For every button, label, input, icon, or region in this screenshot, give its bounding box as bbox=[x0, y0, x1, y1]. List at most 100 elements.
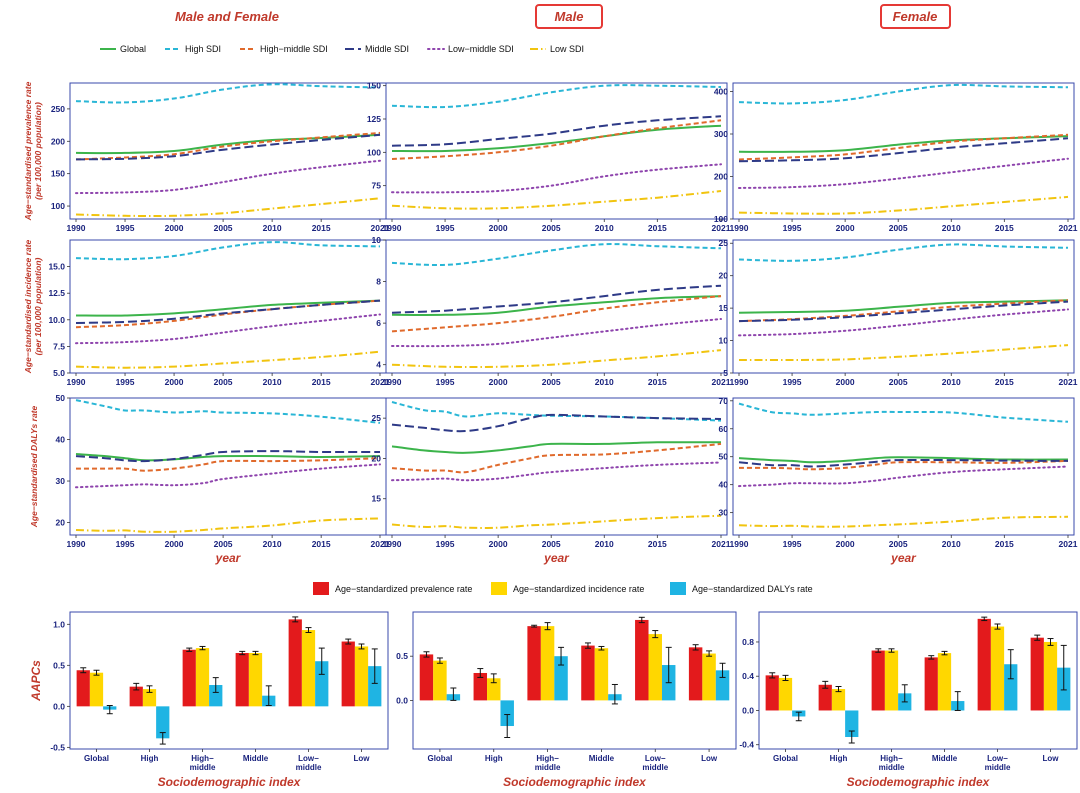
category-label: Middle bbox=[589, 754, 615, 763]
y-tick-label: 0.8 bbox=[742, 637, 754, 647]
bar-panel-c0: -0.5 0.0 0.5 1.0 Global High High− middle Middle… bbox=[29, 611, 389, 789]
bar-age-standardized-incidence-rate bbox=[778, 677, 793, 711]
bar-age-standardized-dalys-rate bbox=[845, 710, 859, 738]
category-label: Low bbox=[354, 754, 371, 763]
series-line-low-sdi bbox=[75, 197, 381, 218]
series-line-high-sdi bbox=[75, 241, 381, 261]
series-line-low-sdi bbox=[75, 350, 381, 369]
y-tick-label: 20 bbox=[56, 518, 66, 528]
column-title-male-female: Male and Female bbox=[175, 9, 279, 24]
y-tick-label: 8 bbox=[376, 277, 381, 287]
bar-age-standardized-incidence-rate bbox=[990, 626, 1005, 711]
series-line-high-middle-sdi bbox=[738, 459, 1069, 471]
y-tick-label: 75 bbox=[372, 181, 382, 191]
x-tick-label: 2005 bbox=[214, 539, 233, 549]
y-tick-label: 1.0 bbox=[53, 619, 65, 629]
y-tick-label: 0.4 bbox=[742, 671, 754, 681]
series-line-middle-sdi bbox=[738, 137, 1069, 163]
x-tick-label: 1990 bbox=[730, 539, 749, 549]
series-line-global bbox=[738, 456, 1069, 464]
x-axis-label: year bbox=[215, 551, 242, 565]
category-label: Middle bbox=[243, 754, 269, 763]
category-label: High bbox=[485, 754, 503, 763]
x-tick-label: 2010 bbox=[263, 539, 282, 549]
line-panel-r0-c2: 100 200 300 400 1990 1995 2000 2005 2010 2015 2021 bbox=[714, 82, 1078, 233]
bar-age-standardized-incidence-rate bbox=[89, 672, 104, 707]
x-tick-label: 2010 bbox=[595, 223, 614, 233]
series-line-global bbox=[75, 453, 381, 462]
bar-age-standardized-dalys-rate bbox=[500, 700, 514, 727]
series-line-low-sdi bbox=[738, 515, 1069, 528]
bar-age-standardized-incidence-rate bbox=[1043, 641, 1058, 711]
x-tick-label: 2021 bbox=[1059, 377, 1078, 387]
series-line-low-middle-sdi bbox=[738, 157, 1069, 189]
y-tick-label: 150 bbox=[367, 81, 381, 91]
series-line-low-sdi bbox=[391, 514, 722, 529]
y-axis-label: Age−standardised prevalence rate(per 100… bbox=[23, 81, 43, 221]
x-tick-label: 1995 bbox=[436, 223, 455, 233]
legend-item-high-middle-sdi: High−middle SDI bbox=[240, 44, 328, 54]
category-label: High bbox=[141, 754, 159, 763]
bar-age-standardized-prevalence-rate bbox=[76, 670, 90, 707]
bar-age-standardized-incidence-rate bbox=[937, 653, 952, 711]
bar-panel-c2: -0.4 0.0 0.4 0.8 Global High High− middle Middle… bbox=[739, 611, 1078, 789]
bar-age-standardized-prevalence-rate bbox=[341, 641, 355, 707]
x-tick-label: 2015 bbox=[995, 223, 1014, 233]
x-tick-label: 2015 bbox=[312, 539, 331, 549]
bar-age-standardized-incidence-rate bbox=[195, 648, 210, 707]
x-tick-label: 1995 bbox=[116, 539, 135, 549]
y-tick-label: 15 bbox=[372, 494, 382, 504]
bar-age-standardized-prevalence-rate bbox=[419, 654, 434, 701]
x-tick-label: 1990 bbox=[67, 539, 86, 549]
series-line-high-middle-sdi bbox=[738, 133, 1069, 161]
series-line-low-sdi bbox=[75, 517, 381, 533]
category-label: High− middle bbox=[879, 754, 905, 772]
legend-item-low-middle-sdi: Low−middle SDI bbox=[427, 44, 514, 54]
x-tick-label: 1995 bbox=[783, 223, 802, 233]
panel-frame bbox=[758, 611, 1078, 750]
series-line-global bbox=[75, 299, 381, 317]
series-line-low-middle-sdi bbox=[391, 318, 722, 348]
series-line-high-middle-sdi bbox=[75, 299, 381, 329]
category-label: Low− middle bbox=[985, 754, 1011, 772]
category-label: Low bbox=[701, 754, 718, 763]
y-tick-label: 25 bbox=[719, 238, 729, 248]
series-line-global bbox=[738, 299, 1069, 314]
series-line-high-sdi bbox=[738, 243, 1069, 262]
bar-age-standardized-incidence-rate bbox=[540, 626, 555, 701]
bar-age-standardized-prevalence-rate bbox=[581, 645, 595, 701]
y-tick-label: -0.4 bbox=[739, 740, 754, 750]
x-tick-label: 2005 bbox=[889, 539, 908, 549]
bar-legend-swatch bbox=[313, 582, 329, 595]
y-tick-label: 20 bbox=[372, 453, 382, 463]
x-tick-label: 1990 bbox=[383, 223, 402, 233]
series-line-middle-sdi bbox=[391, 284, 722, 314]
series-line-low-sdi bbox=[738, 344, 1069, 362]
x-tick-label: 2000 bbox=[836, 539, 855, 549]
series-line-middle-sdi bbox=[75, 133, 381, 161]
y-tick-label: 30 bbox=[719, 508, 729, 518]
x-tick-label: 2010 bbox=[595, 539, 614, 549]
y-tick-label: 10.0 bbox=[48, 315, 65, 325]
bar-legend-swatch bbox=[670, 582, 686, 595]
x-tick-label: 2005 bbox=[542, 223, 561, 233]
bar-age-standardized-prevalence-rate bbox=[473, 672, 488, 701]
x-tick-label: 2010 bbox=[942, 539, 961, 549]
legend-item-low-sdi: Low SDI bbox=[530, 44, 584, 54]
x-tick-label: 2015 bbox=[648, 223, 667, 233]
series-line-high-sdi bbox=[391, 243, 722, 267]
x-tick-label: 2005 bbox=[542, 377, 561, 387]
x-tick-label: 2000 bbox=[165, 539, 184, 549]
bar-age-standardized-dalys-rate bbox=[315, 661, 329, 707]
x-tick-label: 1990 bbox=[383, 539, 402, 549]
y-tick-label: 70 bbox=[719, 396, 729, 406]
y-axis-label: Age−standardised DALYs rate bbox=[29, 405, 39, 528]
legend-label: High−middle SDI bbox=[260, 44, 328, 54]
y-tick-label: 200 bbox=[714, 172, 728, 182]
x-tick-label: 2021 bbox=[371, 223, 390, 233]
y-tick-label: 20 bbox=[719, 271, 729, 281]
y-tick-label: 400 bbox=[714, 87, 728, 97]
category-label: High bbox=[830, 754, 848, 763]
y-tick-label: 15.0 bbox=[48, 262, 65, 272]
x-tick-label: 2021 bbox=[712, 223, 731, 233]
